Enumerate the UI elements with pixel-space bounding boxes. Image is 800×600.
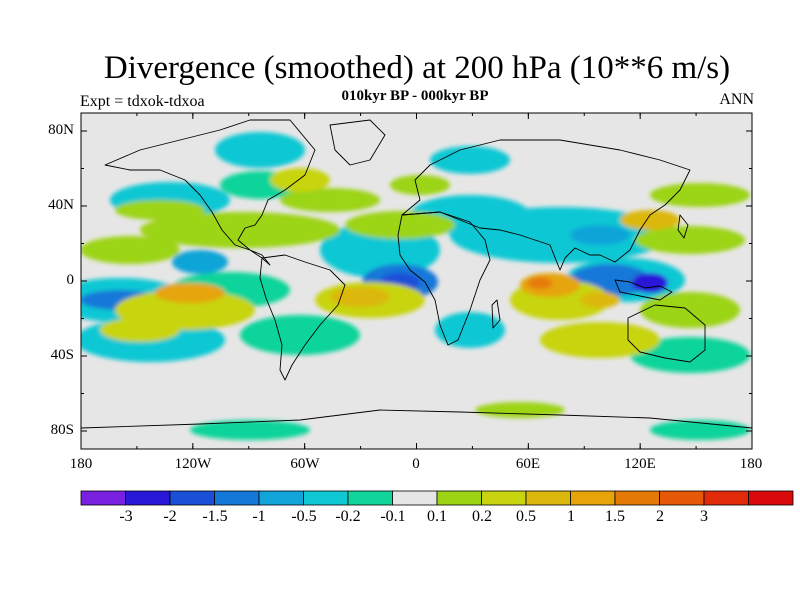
- colorbar: [80, 490, 794, 506]
- colorbar-label: -2: [163, 508, 177, 525]
- lat-tick-label: 40N: [48, 197, 74, 213]
- lat-tick-label: 80N: [48, 122, 74, 138]
- colorbar-label: -0.2: [335, 508, 361, 525]
- lon-tick-label: 60E: [515, 456, 541, 472]
- colorbar-swatch: [169, 490, 215, 506]
- lon-tick-label: 120E: [624, 456, 656, 472]
- colorbar-swatch: [748, 490, 794, 506]
- chart-title: Divergence (smoothed) at 200 hPa (10**6 …: [103, 50, 731, 86]
- colorbar-label: 1.5: [605, 508, 625, 525]
- colorbar-swatch: [614, 490, 660, 506]
- experiment-label: Expt = tdxok-tdxoa: [80, 93, 205, 110]
- colorbar-label: 1: [567, 508, 575, 525]
- colorbar-label: -3: [119, 508, 133, 525]
- colorbar-label: -1.5: [202, 508, 228, 525]
- colorbar-label: -1: [252, 508, 266, 525]
- colorbar-label: 0.2: [472, 508, 492, 525]
- colorbar-swatch: [570, 490, 616, 506]
- colorbar-swatch: [525, 490, 571, 506]
- lon-tick-label: 0: [412, 456, 420, 472]
- colorbar-swatch: [303, 490, 349, 506]
- colorbar-swatch: [481, 490, 527, 506]
- lat-tick-label: 0: [66, 272, 75, 288]
- colorbar-label: 3: [700, 508, 708, 525]
- colorbar-label: 0.5: [516, 508, 536, 525]
- season-label: ANN: [719, 91, 754, 108]
- lat-tick-label: 80S: [50, 422, 74, 438]
- colorbar-swatch: [80, 490, 126, 506]
- colorbar-label: -0.1: [380, 508, 406, 525]
- lon-tick-label: 180: [69, 456, 93, 472]
- map-ticks: [80, 113, 753, 449]
- colorbar-swatch: [392, 490, 438, 506]
- lon-tick-label: 120W: [174, 456, 212, 472]
- lon-tick-label: 60W: [290, 456, 320, 472]
- divergence-field: [81, 132, 750, 440]
- colorbar-label: 0.1: [427, 508, 447, 525]
- colorbar-swatch: [258, 490, 304, 506]
- colorbar-swatch: [703, 490, 749, 506]
- colorbar-label: -0.5: [291, 508, 317, 525]
- colorbar-swatch: [214, 490, 260, 506]
- colorbar-label: 2: [656, 508, 664, 525]
- chart-subtitle: 010kyr BP - 000kyr BP: [341, 88, 489, 104]
- colorbar-swatch: [436, 490, 482, 506]
- colorbar-swatch: [659, 490, 705, 506]
- colorbar-swatch: [347, 490, 393, 506]
- colorbar-swatch: [125, 490, 171, 506]
- lat-tick-label: 40S: [50, 347, 74, 363]
- lon-tick-label: 180: [739, 456, 763, 472]
- coastlines: [81, 119, 752, 429]
